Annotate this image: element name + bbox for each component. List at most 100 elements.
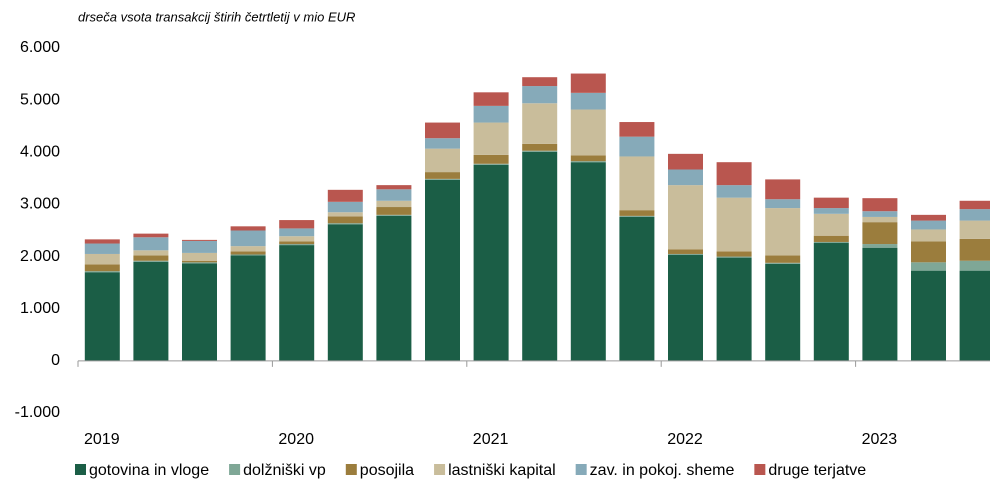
bar-segment [522,143,558,151]
x-tick-label: 2023 [862,431,898,448]
x-tick-label: 2021 [473,431,509,448]
bar-segment [813,235,849,242]
bar-segment [570,73,606,93]
bar-segment [716,197,752,252]
bar-segment [425,172,460,179]
bar-segment [473,105,509,123]
bar-segment [862,216,898,223]
bar-segment [376,185,412,190]
legend-label: posojila [360,462,414,479]
bar-segment [862,247,898,361]
bar-segment [133,255,169,261]
bar-segment [327,224,363,361]
bar-segment [716,251,752,257]
y-tick-label: 6.000 [20,39,60,56]
bar-segment [425,138,460,149]
bar-segment [230,230,266,247]
x-tick-label: 2022 [667,431,703,448]
bar-segment [133,250,169,256]
bar-segment [570,109,606,156]
bar-segment [425,179,460,361]
bar-segment [425,122,460,139]
bar-segment [813,208,849,214]
bar-segment [813,243,849,361]
bar-segment [765,263,801,361]
bar-segment [862,222,898,245]
bar-segment [813,241,849,244]
bar-segment [619,210,655,216]
bar-segment [473,163,509,165]
bar-segment [911,262,946,271]
y-tick-label: 2.000 [20,248,60,265]
legend-swatch [75,464,86,475]
bar-segment [911,214,946,221]
bar-segment [959,220,990,239]
bar-segment [619,156,655,211]
bar-segment [376,200,412,208]
bar-segment [425,148,460,173]
bar-segment [765,255,801,263]
bar-segment [522,86,558,104]
bar-segment [230,251,266,255]
chart-subtitle: drseča vsota transakcij štirih četrtleti… [78,9,355,24]
bar-segment [84,271,120,273]
bar-segment [765,208,801,256]
legend-swatch [575,464,587,475]
bar-segment [570,92,606,110]
y-tick-label: 4.000 [20,144,60,161]
bar-segment [959,260,990,271]
bar-segment [230,255,266,361]
bar-segment [230,254,266,256]
bar-segment [182,240,217,253]
bar-segment [230,226,266,231]
bar-segment [668,255,703,361]
bar-segment [959,238,990,261]
bar-segment [619,122,655,137]
legend-label: druge terjatve [768,462,866,479]
bar-segment [959,209,990,221]
bar-segment [327,201,363,213]
bar-segment [668,249,703,254]
bar-segment [327,216,363,224]
x-tick-label: 2019 [84,431,120,448]
bar-segment [473,154,509,164]
bar-segment [765,179,801,200]
bar-segment [716,162,752,186]
legend-swatch [754,464,766,475]
legend-label: dolžniški vp [243,462,326,479]
bar-segment [327,223,363,225]
bar-segment [619,216,655,361]
legend-label: zav. in pokoj. sheme [590,462,735,479]
bar-segment [862,211,898,217]
bar-segment [84,239,120,244]
bar-segment [376,189,412,201]
y-tick-label: -1.000 [15,404,60,421]
bar-segment [619,215,655,217]
bar-segment [862,244,898,248]
y-tick-label: 5.000 [20,91,60,108]
bar-segment [959,270,990,361]
bar-segment [327,212,363,217]
y-tick-label: 1.000 [20,300,60,317]
bar-segment [84,253,120,265]
bar-segment [522,151,558,361]
bar-segment [668,185,703,250]
bar-segment [716,257,752,361]
bar-segment [668,253,703,256]
bar-segment [182,239,217,241]
bar-segment [765,262,801,264]
bar-segment [570,155,606,162]
bar-segment [716,256,752,258]
bar-segment [133,261,169,361]
bar-segment [133,260,169,262]
bar-segment [376,215,412,361]
bar-segment [133,237,169,251]
bar-segment [619,136,655,157]
bar-segment [911,270,946,361]
bar-segment [376,207,412,215]
bar-segment [473,92,509,106]
bar-segment [425,178,460,180]
bar-segment [813,197,849,209]
bar-segment [911,229,946,242]
